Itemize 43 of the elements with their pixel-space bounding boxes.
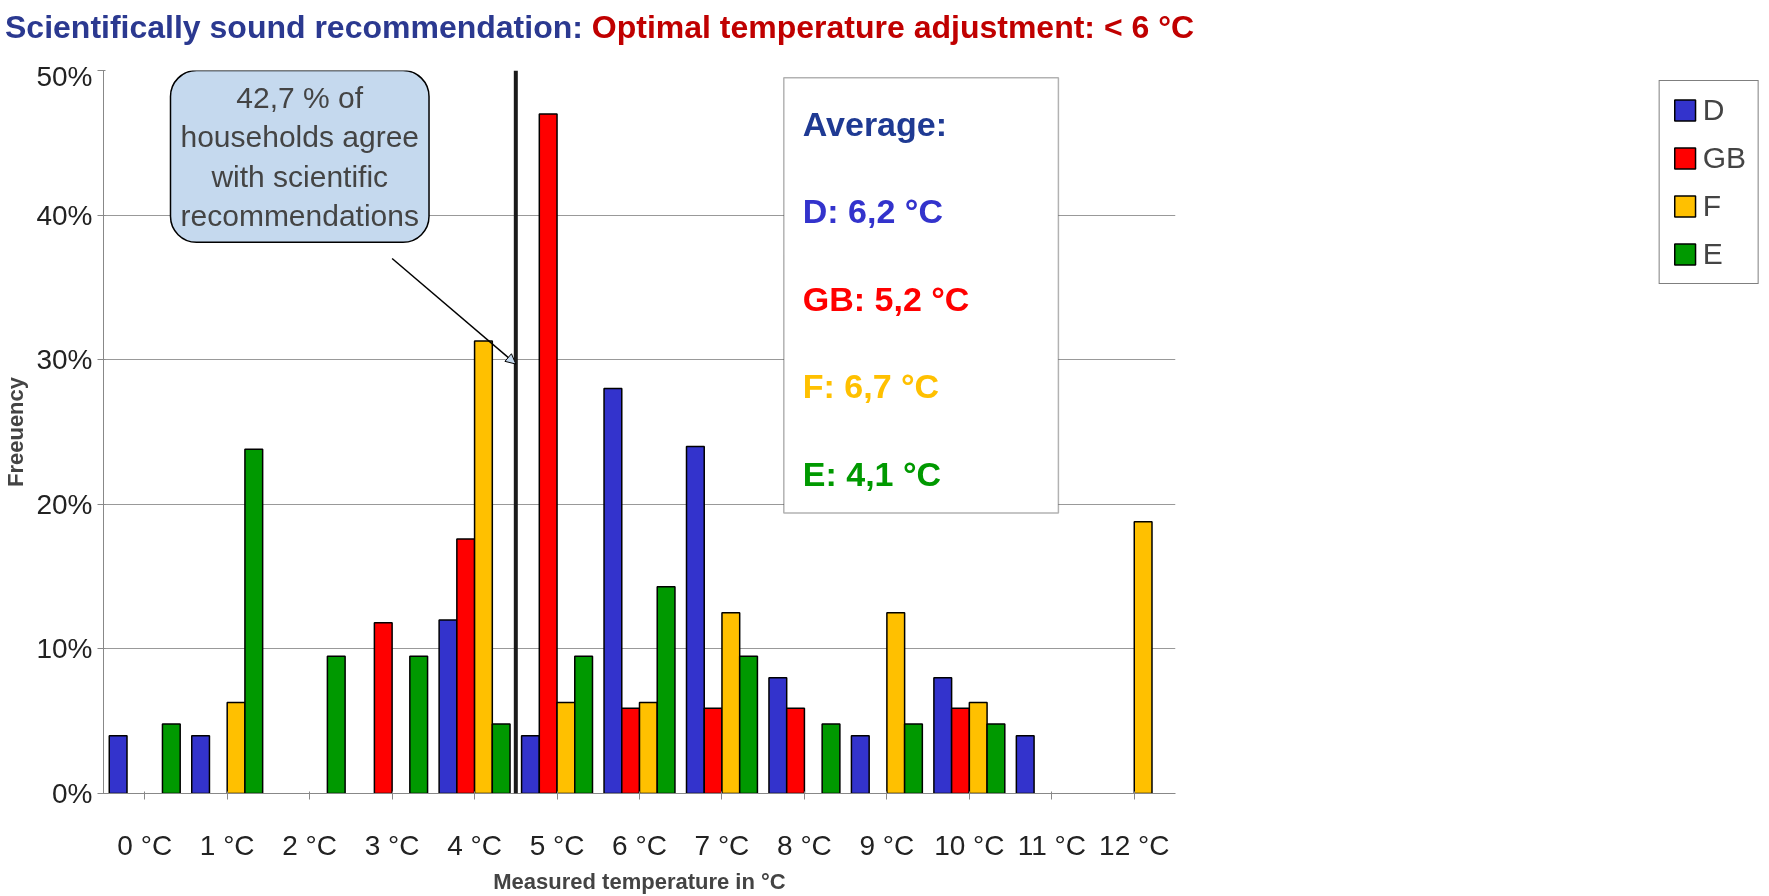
legend-label: E <box>1702 237 1723 271</box>
x-tick-label: 12 °C <box>1099 829 1170 861</box>
bar <box>190 734 211 794</box>
x-axis-title: Measured temperature in °C <box>493 868 786 894</box>
x-tick-label: 6 °C <box>612 829 667 861</box>
legend-label: F <box>1702 189 1722 223</box>
bar <box>161 723 181 794</box>
legend-label: D <box>1702 93 1725 127</box>
bar <box>409 655 429 794</box>
x-tick-label: 1 °C <box>199 829 255 861</box>
chart-subtitle: Optimal temperature adjustment: < 6 °C <box>591 9 1195 45</box>
annotation: F: 6,7 °C <box>802 367 940 406</box>
annotation: GB: 5,2 °C <box>802 279 970 318</box>
x-tick-label: 5 °C <box>529 829 585 861</box>
legend-label: GB <box>1702 141 1746 175</box>
x-tick-label: 0 °C <box>117 829 173 861</box>
bar <box>373 622 393 794</box>
annotation: E: 4,1 °C <box>802 454 942 493</box>
y-tick-label: 30% <box>36 344 93 376</box>
y-axis-title: Freeuency <box>3 376 29 488</box>
x-tick-label: 3 °C <box>364 829 420 861</box>
y-tick-label: 20% <box>36 488 93 520</box>
x-tick-label: 7 °C <box>694 829 750 861</box>
x-tick-label: 4 °C <box>447 829 502 861</box>
bar <box>326 655 346 794</box>
bar <box>821 723 841 794</box>
annotation: 42,7 % of households agree with scientific recommendations <box>180 80 420 233</box>
y-tick-label: 50% <box>36 60 93 92</box>
y-tick-label: 10% <box>36 633 93 665</box>
bar <box>850 734 870 794</box>
x-tick-label: 9 °C <box>859 829 915 861</box>
x-tick-label: 10 °C <box>934 829 1005 861</box>
y-tick-label: 40% <box>36 199 93 231</box>
y-tick-label: 0% <box>52 778 93 809</box>
x-tick-label: 11 °C <box>1017 829 1086 861</box>
annotation: Average: <box>802 105 948 143</box>
chart-title: Scientifically sound recommendation: <box>5 9 583 45</box>
bar <box>108 734 128 794</box>
x-tick-label: 2 °C <box>282 829 338 861</box>
x-tick-label: 8 °C <box>777 829 832 861</box>
bar <box>1015 734 1035 794</box>
bar <box>1133 520 1153 794</box>
annotation: D: 6,2 °C <box>802 192 943 231</box>
